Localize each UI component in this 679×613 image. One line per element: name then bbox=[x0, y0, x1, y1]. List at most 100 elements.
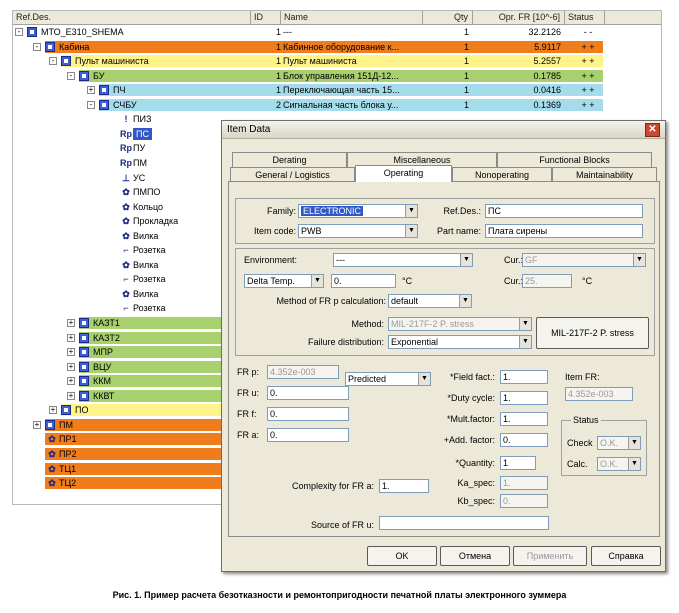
table-row[interactable]: Rp ПУ bbox=[13, 142, 661, 154]
expand-icon[interactable]: + bbox=[67, 390, 75, 400]
assembly-icon bbox=[27, 27, 37, 37]
table-row[interactable]: ⌐ Розетка bbox=[13, 273, 661, 285]
quantity-field[interactable]: 1 bbox=[500, 456, 536, 470]
column-header-fr[interactable]: Opr. FR [10^-6] bbox=[473, 11, 565, 25]
column-header-name[interactable]: Name bbox=[281, 11, 423, 25]
delta-temp-field[interactable]: 0. bbox=[331, 274, 396, 288]
row-refdes: ПМПО bbox=[133, 187, 161, 198]
ok-button[interactable]: OK bbox=[367, 546, 437, 566]
chevron-down-icon[interactable]: ▼ bbox=[633, 254, 645, 266]
chevron-down-icon[interactable]: ▼ bbox=[519, 318, 531, 330]
complexity-field[interactable]: 1. bbox=[379, 479, 429, 493]
partname-label: Part name: bbox=[436, 226, 481, 236]
cur-temp-field[interactable]: 25. bbox=[522, 274, 572, 288]
fru-field[interactable]: 0. bbox=[267, 386, 349, 400]
check-status-select[interactable]: O.K. ▼ bbox=[597, 436, 641, 450]
table-row[interactable]: - БУ 1 Блок управления 151Д-12... 1 0.1785 + + bbox=[13, 69, 661, 82]
duty-cycle-field[interactable]: 1. bbox=[500, 391, 548, 405]
chevron-down-icon[interactable]: ▼ bbox=[405, 225, 417, 237]
ka-spec-field[interactable]: 1. bbox=[500, 476, 548, 490]
expand-icon[interactable]: + bbox=[49, 405, 57, 415]
method-select[interactable]: MIL-217F-2 P. stress ▼ bbox=[388, 317, 532, 331]
chevron-down-icon[interactable]: ▼ bbox=[519, 336, 531, 348]
check-label: Check bbox=[567, 438, 593, 448]
frp-label: FR p: bbox=[237, 367, 260, 377]
tab-derating[interactable]: Derating bbox=[232, 152, 347, 167]
column-header-id[interactable]: ID bbox=[251, 11, 281, 25]
table-row[interactable]: - МТО_E310_SHEMA 1 --- 1 32.2126- - bbox=[13, 26, 661, 38]
collapse-icon[interactable]: - bbox=[33, 42, 41, 51]
chevron-down-icon[interactable]: ▼ bbox=[459, 295, 471, 307]
chevron-down-icon[interactable]: ▼ bbox=[628, 458, 640, 470]
family-select[interactable]: ELECTRONIC ▼ bbox=[298, 204, 418, 218]
close-icon[interactable]: ✕ bbox=[645, 123, 660, 137]
expand-icon[interactable]: + bbox=[87, 85, 95, 95]
collapse-icon[interactable]: - bbox=[49, 57, 57, 66]
expand-icon[interactable]: + bbox=[33, 419, 41, 429]
row-refdes: ПУ bbox=[133, 143, 146, 154]
table-row[interactable]: ✿ ПМПО bbox=[13, 186, 661, 198]
expand-icon[interactable]: + bbox=[67, 376, 75, 386]
column-header-refdes[interactable]: Ref.Des. bbox=[13, 11, 251, 25]
partname-field[interactable]: Плата сирены bbox=[485, 224, 643, 238]
tab-maintainability[interactable]: Maintainability bbox=[552, 167, 657, 182]
table-row[interactable]: ✿ Кольцо bbox=[13, 201, 661, 213]
add-factor-field[interactable]: 0. bbox=[500, 433, 548, 447]
tab-functional-blocks[interactable]: Functional Blocks bbox=[497, 152, 652, 167]
frf-field[interactable]: 0. bbox=[267, 407, 349, 421]
table-row[interactable]: ✿ Вилка bbox=[13, 259, 661, 271]
column-header-status[interactable]: Status bbox=[565, 11, 605, 25]
column-header-qty[interactable]: Qty bbox=[423, 11, 473, 25]
expand-icon[interactable]: + bbox=[67, 347, 75, 357]
chevron-down-icon[interactable]: ▼ bbox=[460, 254, 472, 266]
calc-status-select[interactable]: O.K. ▼ bbox=[597, 457, 641, 471]
collapse-icon[interactable]: - bbox=[67, 71, 75, 80]
figure-caption: Рис. 1. Пример расчета безотказности и р… bbox=[112, 590, 567, 600]
mult-factor-field[interactable]: 1. bbox=[500, 412, 548, 426]
chevron-down-icon[interactable]: ▼ bbox=[628, 437, 640, 449]
collapse-icon[interactable]: - bbox=[15, 28, 23, 36]
fra-field[interactable]: 0. bbox=[267, 428, 349, 442]
table-row[interactable]: ! ПИЗ bbox=[13, 113, 661, 125]
tab-general-logistics[interactable]: General / Logistics bbox=[230, 167, 355, 182]
table-row[interactable]: ✿ Вилка bbox=[13, 288, 661, 300]
collapse-icon[interactable]: - bbox=[87, 100, 95, 109]
expand-icon[interactable]: + bbox=[67, 318, 75, 327]
delta-temp-select[interactable]: Delta Temp. ▼ bbox=[244, 274, 324, 288]
table-row[interactable]: ✿ Вилка bbox=[13, 230, 661, 242]
chevron-down-icon[interactable]: ▼ bbox=[418, 373, 430, 385]
table-row[interactable]: ⌐ Розетка bbox=[13, 244, 661, 256]
tab-operating[interactable]: Operating bbox=[355, 165, 452, 182]
assembly-icon bbox=[79, 332, 89, 343]
table-row[interactable]: - Кабина 1 Кабинное оборудование к... 1 5.911… bbox=[13, 40, 661, 53]
predicted-select[interactable]: Predicted ▼ bbox=[345, 372, 431, 386]
expand-icon[interactable]: + bbox=[67, 332, 75, 342]
table-row[interactable]: ⊥ УС bbox=[13, 172, 661, 184]
field-factor-field[interactable]: 1. bbox=[500, 370, 548, 384]
environment-select[interactable]: --- ▼ bbox=[333, 253, 473, 267]
method-fr-select[interactable]: default ▼ bbox=[388, 294, 472, 308]
table-row[interactable]: - Пульт машиниста 1 Пульт машиниста 1 5.2557 +… bbox=[13, 55, 661, 68]
table-row[interactable]: Rp ПС bbox=[13, 127, 661, 140]
chevron-down-icon[interactable]: ▼ bbox=[405, 205, 417, 217]
mil-stress-button[interactable]: MIL-217F-2 P. stress bbox=[536, 317, 649, 349]
tab-nonoperating[interactable]: Nonoperating bbox=[452, 167, 552, 182]
kb-spec-field[interactable]: 0. bbox=[500, 494, 548, 508]
expand-icon[interactable]: + bbox=[67, 361, 75, 371]
frp-field[interactable]: 4.352e-003 bbox=[267, 365, 339, 379]
table-row[interactable]: Rp ПМ bbox=[13, 157, 661, 169]
cur-environment-select[interactable]: GF ▼ bbox=[522, 253, 646, 267]
failure-select[interactable]: Exponential ▼ bbox=[388, 335, 532, 349]
table-row[interactable]: ✿ Прокладка bbox=[13, 215, 661, 227]
table-row[interactable]: - СЧБУ 2 Сигнальная часть блока у... 1 0.1369… bbox=[13, 98, 661, 111]
cancel-button[interactable]: Отмена bbox=[440, 546, 510, 566]
table-row[interactable]: + ПЧ 1 Переключающая часть 15... 1 0.0416 + + bbox=[13, 84, 661, 97]
help-button[interactable]: Справка bbox=[591, 546, 661, 566]
table-row[interactable]: ⌐ Розетка bbox=[13, 302, 661, 314]
itemcode-select[interactable]: PWB ▼ bbox=[298, 224, 418, 238]
chevron-down-icon[interactable]: ▼ bbox=[311, 275, 323, 287]
tab-miscellaneous[interactable]: Miscellaneous bbox=[347, 152, 497, 167]
source-fru-field[interactable] bbox=[379, 516, 549, 530]
apply-button[interactable]: Применить bbox=[513, 546, 587, 566]
refdes-field[interactable]: ПС bbox=[485, 204, 643, 218]
